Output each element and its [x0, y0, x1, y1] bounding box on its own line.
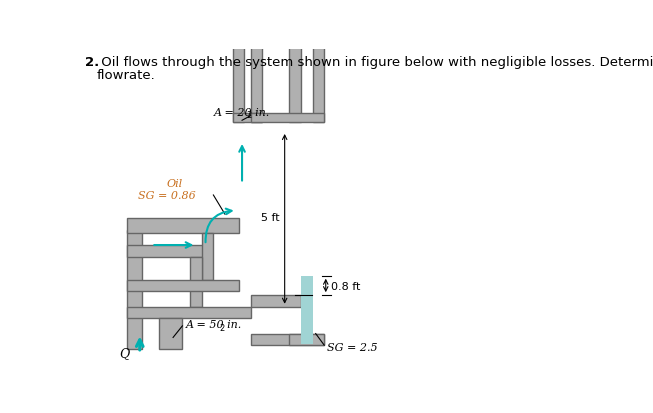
Text: SG = 2.5: SG = 2.5: [326, 343, 377, 353]
Bar: [127, 280, 239, 292]
Bar: [127, 218, 239, 234]
Bar: [127, 230, 142, 349]
Bar: [313, 0, 324, 123]
Bar: [251, 334, 324, 345]
Bar: [289, 0, 301, 123]
Text: A = 20 in.: A = 20 in.: [214, 107, 270, 118]
Text: Oil: Oil: [167, 179, 183, 189]
Text: 2.: 2.: [86, 56, 100, 69]
Text: 2: 2: [247, 111, 252, 120]
Text: flowrate.: flowrate.: [97, 69, 156, 82]
Bar: [251, 113, 324, 123]
Bar: [251, 295, 301, 307]
Bar: [289, 334, 324, 345]
Bar: [301, 276, 313, 344]
Text: SG = 0.86: SG = 0.86: [138, 190, 196, 200]
Bar: [251, 0, 263, 123]
Bar: [232, 113, 263, 123]
Text: 2: 2: [219, 323, 225, 332]
Text: 5 ft: 5 ft: [261, 212, 279, 222]
Bar: [127, 307, 251, 318]
Text: Oil flows through the system shown in figure below with negligible losses. Deter: Oil flows through the system shown in fi…: [97, 56, 653, 69]
Text: Q: Q: [119, 347, 130, 359]
Bar: [301, 336, 313, 344]
Bar: [159, 318, 182, 349]
Text: 0.8 ft: 0.8 ft: [331, 281, 360, 291]
Text: A = 50 in.: A = 50 in.: [186, 320, 242, 330]
Bar: [127, 245, 208, 257]
Bar: [190, 257, 202, 307]
Bar: [202, 234, 214, 280]
Bar: [232, 0, 244, 123]
